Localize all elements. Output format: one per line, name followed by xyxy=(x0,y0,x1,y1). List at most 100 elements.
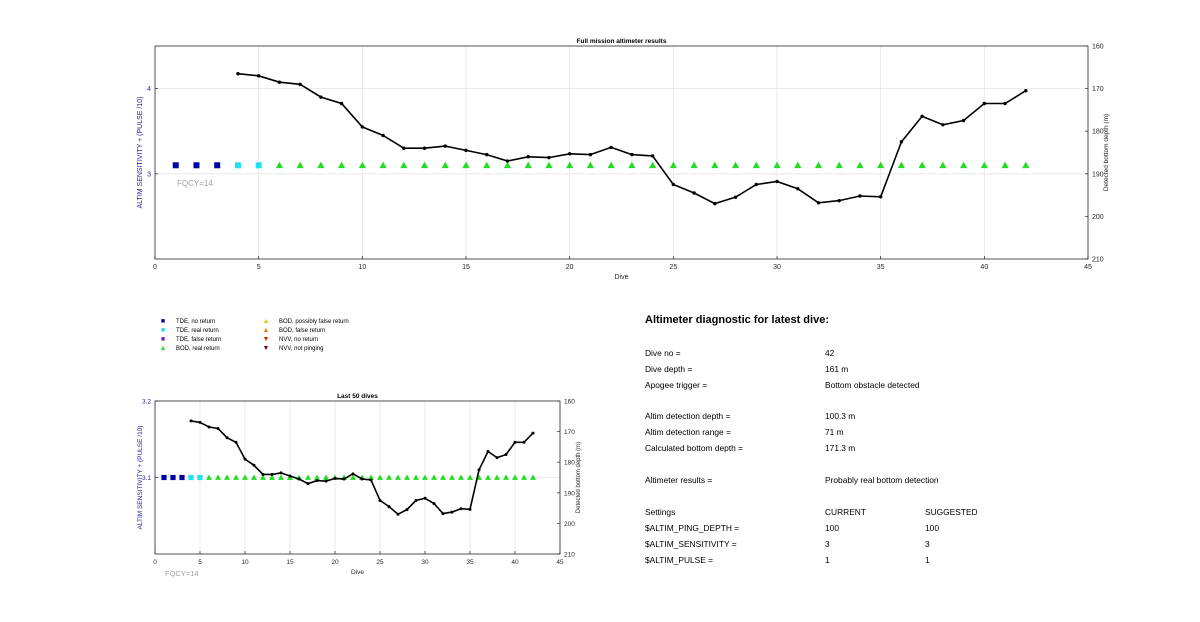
data-point-triangle xyxy=(607,161,615,169)
legend-label: NVV, no return xyxy=(279,336,319,343)
data-point-bottom-depth xyxy=(234,440,238,444)
legend-marker: ■ xyxy=(160,327,166,334)
data-point-triangle xyxy=(317,161,325,169)
data-point-bottom-depth xyxy=(288,474,292,478)
x-tick-label: 20 xyxy=(566,264,574,271)
data-point-bottom-depth xyxy=(733,195,738,199)
data-point-bottom-depth xyxy=(225,436,229,440)
data-point-triangle xyxy=(251,474,257,480)
x-tick-label: 30 xyxy=(773,264,781,271)
legend-label: TDE, real return xyxy=(176,327,219,334)
data-point-triangle xyxy=(314,474,320,480)
data-point-bottom-depth xyxy=(450,510,454,514)
data-point-bottom-depth xyxy=(941,123,945,127)
data-point-bottom-depth xyxy=(468,507,472,511)
data-point-bottom-depth xyxy=(495,456,499,460)
data-point-bottom-depth xyxy=(396,512,400,516)
data-point-bottom-depth xyxy=(236,71,240,76)
data-point-triangle xyxy=(400,161,408,169)
data-point-triangle xyxy=(918,161,926,169)
data-point-triangle xyxy=(404,474,410,480)
data-point-triangle xyxy=(269,474,275,480)
data-point-triangle xyxy=(338,161,346,169)
y-right-tick-label: 200 xyxy=(564,521,575,528)
data-point-triangle xyxy=(503,474,509,480)
data-point-bottom-depth xyxy=(414,498,418,502)
diagnostic-value: CURRENT xyxy=(825,507,866,517)
data-point-bottom-depth xyxy=(256,74,261,78)
legend-item: ▼ NVV, not pinging xyxy=(261,345,324,352)
data-point-bottom-depth xyxy=(378,498,382,502)
chart-legend: ■ TDE, no return ■ TDE, real return ■ TDE, fa… xyxy=(158,318,418,363)
x-tick-label: 5 xyxy=(198,559,202,566)
data-point-bottom-depth xyxy=(443,144,447,148)
diagnostic-label: $ALTIM_PULSE = xyxy=(645,555,714,565)
y-left-tick-label: 3 xyxy=(147,171,151,178)
diagnostic-suggested-value: 3 xyxy=(925,539,930,549)
data-point-bottom-depth xyxy=(630,152,634,157)
data-point-triangle xyxy=(206,474,212,480)
data-point-bottom-depth xyxy=(588,152,593,157)
legend-label: BOD, false return xyxy=(279,327,326,334)
data-point-square xyxy=(234,162,241,169)
data-point-triangle xyxy=(260,474,266,480)
x-tick-label: 15 xyxy=(462,264,470,271)
data-point-triangle xyxy=(856,161,864,169)
data-point-triangle xyxy=(1001,161,1009,169)
data-point-square xyxy=(170,474,176,481)
diagnostic-value: 171.3 m xyxy=(825,443,856,453)
y-left-tick-label: 4 xyxy=(147,86,151,93)
x-tick-label: 30 xyxy=(421,559,429,566)
data-point-bottom-depth xyxy=(878,195,883,199)
x-tick-label: 20 xyxy=(331,559,339,566)
data-point-bottom-depth xyxy=(464,148,468,153)
data-point-bottom-depth xyxy=(486,449,490,453)
diagnostic-title: Altimeter diagnostic for latest dive: xyxy=(645,314,829,326)
data-point-bottom-depth xyxy=(504,453,508,457)
legend-item: ▲ BOD, false return xyxy=(261,327,326,334)
chart-title: Full mission altimeter results xyxy=(577,38,667,45)
x-tick-label: 10 xyxy=(241,559,249,566)
data-point-square xyxy=(214,162,221,169)
data-point-triangle xyxy=(224,474,230,480)
data-point-bottom-depth xyxy=(198,420,202,424)
data-point-bottom-depth xyxy=(319,95,323,99)
data-point-bottom-depth xyxy=(505,159,510,163)
data-point-triangle xyxy=(278,474,284,480)
diagnostic-value: 161 m xyxy=(825,364,849,374)
data-point-triangle xyxy=(649,161,657,169)
y-right-tick-label: 180 xyxy=(1092,129,1104,136)
data-point-bottom-depth xyxy=(692,191,696,195)
data-point-triangle xyxy=(467,474,473,480)
data-point-bottom-depth xyxy=(306,482,310,486)
data-point-triangle xyxy=(422,474,428,480)
data-point-bottom-depth xyxy=(261,472,265,476)
data-point-bottom-depth xyxy=(531,431,535,435)
data-point-triangle xyxy=(566,161,574,169)
data-point-triangle xyxy=(377,474,383,480)
y-right-tick-label: 180 xyxy=(564,460,575,467)
data-point-triangle xyxy=(835,161,843,169)
data-point-bottom-depth xyxy=(387,505,391,509)
data-point-bottom-depth xyxy=(360,477,364,481)
data-point-triangle xyxy=(814,161,823,169)
data-point-triangle xyxy=(586,161,594,169)
data-point-bottom-depth xyxy=(816,201,821,205)
legend-marker: ▲ xyxy=(159,345,167,352)
data-point-triangle xyxy=(305,474,311,480)
data-point-bottom-depth xyxy=(754,182,758,187)
data-point-triangle xyxy=(379,161,387,169)
diagnostic-value: 3 xyxy=(825,539,830,549)
data-point-bottom-depth xyxy=(243,457,247,461)
data-point-bottom-depth xyxy=(270,472,274,476)
diagnostic-label: Altim detection range = xyxy=(645,427,731,437)
x-tick-label: 0 xyxy=(153,559,157,566)
data-point-bottom-depth xyxy=(459,507,463,511)
fqcy-annotation: FQCY=14 xyxy=(165,569,199,578)
diagnostic-label: Calculated bottom depth = xyxy=(645,443,744,453)
data-point-bottom-depth xyxy=(837,198,841,203)
x-axis-label: Dive xyxy=(614,274,628,281)
data-point-bottom-depth xyxy=(252,463,256,467)
data-point-bottom-depth xyxy=(1024,89,1028,93)
data-point-bottom-depth xyxy=(775,179,779,184)
